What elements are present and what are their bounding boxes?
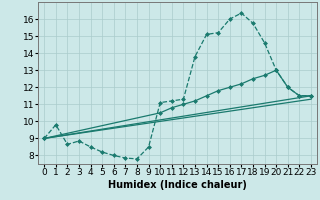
X-axis label: Humidex (Indice chaleur): Humidex (Indice chaleur) xyxy=(108,180,247,190)
